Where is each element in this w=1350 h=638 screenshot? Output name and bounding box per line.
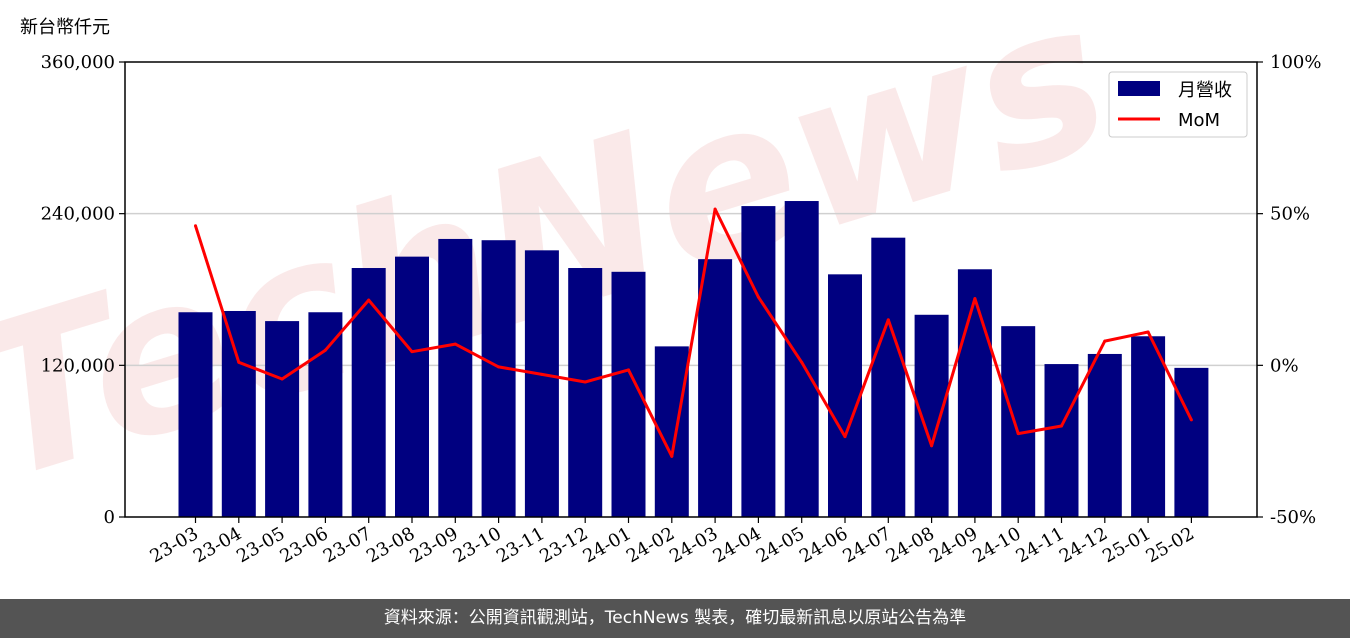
x-tick-label-23-09: 23-09 xyxy=(406,523,461,567)
right-tick-label: 0% xyxy=(1270,355,1299,376)
mom-point-24-04 xyxy=(756,295,760,299)
mom-point-23-07 xyxy=(367,298,371,302)
revenue-bar-23-12 xyxy=(568,268,603,517)
x-tick-label-23-06: 23-06 xyxy=(276,523,331,567)
left-tick-label: 120,000 xyxy=(41,355,115,376)
revenue-bar-23-08 xyxy=(395,256,429,517)
x-tick-label-24-07: 24-07 xyxy=(839,523,894,567)
x-tick-label-23-07: 23-07 xyxy=(320,523,375,567)
x-axis: 23-0323-0423-0523-0623-0723-0823-0923-10… xyxy=(147,517,1198,567)
revenue-bar-23-03 xyxy=(178,312,213,517)
x-tick-label-24-05: 24-05 xyxy=(753,523,808,567)
mom-point-24-01 xyxy=(627,368,630,372)
mom-point-24-09 xyxy=(973,297,977,301)
revenue-bar-23-11 xyxy=(524,250,559,517)
mom-point-23-03 xyxy=(194,224,197,228)
revenue-bar-24-04 xyxy=(741,206,776,518)
x-tick-label-23-10: 23-10 xyxy=(450,523,505,567)
x-tick-label-23-08: 23-08 xyxy=(363,523,418,567)
source-footer: 資料來源：公開資訊觀測站，TechNews 製表，確切最新訊息以原站公告為準 xyxy=(0,599,1350,638)
revenue-bar-23-09 xyxy=(438,238,473,517)
legend: 月營收 MoM xyxy=(1108,71,1248,138)
left-axis: 0 120,000 240,000 360,000 xyxy=(41,52,125,528)
mom-point-24-02 xyxy=(670,454,674,458)
x-tick-label-23-05: 23-05 xyxy=(233,523,288,567)
mom-series-line xyxy=(194,207,1193,458)
x-tick-label-25-02: 25-02 xyxy=(1142,523,1197,567)
left-tick-label: 360,000 xyxy=(41,52,115,73)
x-tick-label-24-03: 24-03 xyxy=(666,523,721,567)
plot-frame xyxy=(124,61,1258,518)
x-tick-label-24-08: 24-08 xyxy=(883,523,938,567)
x-tick-label-23-03: 23-03 xyxy=(147,523,202,567)
x-tick-label-25-01: 25-01 xyxy=(1099,523,1154,567)
mom-point-23-05 xyxy=(280,377,284,381)
revenue-bar-24-08 xyxy=(914,314,949,517)
mom-point-24-12 xyxy=(1103,339,1107,343)
mom-point-23-10 xyxy=(497,365,501,369)
revenue-bar-24-09 xyxy=(957,269,992,517)
revenue-bar-24-10 xyxy=(1001,326,1036,517)
revenue-bar-24-06 xyxy=(828,274,862,517)
mom-point-23-08 xyxy=(410,350,414,354)
right-tick-label: -50% xyxy=(1270,507,1316,528)
revenue-bar-23-06 xyxy=(308,312,343,517)
x-tick-label-23-04: 23-04 xyxy=(190,523,245,567)
revenue-bar-24-05 xyxy=(784,201,819,517)
x-tick-label-23-11: 23-11 xyxy=(493,523,548,567)
x-tick-label-24-09: 24-09 xyxy=(926,523,981,567)
left-tick-label: 240,000 xyxy=(41,204,115,225)
revenue-bar-25-01 xyxy=(1131,336,1166,517)
x-tick-label-24-02: 24-02 xyxy=(623,523,678,567)
revenue-bar-24-07 xyxy=(871,237,906,518)
revenue-bar-25-02 xyxy=(1174,367,1209,517)
mom-point-24-07 xyxy=(886,318,890,322)
mom-point-24-03 xyxy=(713,207,717,211)
mom-point-23-06 xyxy=(323,348,327,352)
right-tick-label: 50% xyxy=(1270,204,1310,225)
x-tick-label-24-06: 24-06 xyxy=(796,523,851,567)
x-tick-label-24-04: 24-04 xyxy=(709,523,764,567)
mom-point-24-05 xyxy=(800,360,804,364)
mom-point-24-06 xyxy=(843,435,847,439)
mom-point-23-09 xyxy=(453,342,457,346)
x-tick-label-24-12: 24-12 xyxy=(1056,523,1111,567)
legend-swatch-revenue xyxy=(1118,81,1160,96)
x-tick-label-24-11: 24-11 xyxy=(1013,523,1068,567)
mom-point-23-04 xyxy=(237,360,241,364)
right-tick-label: 100% xyxy=(1270,52,1321,73)
legend-label-mom: MoM xyxy=(1178,110,1220,131)
mom-point-24-08 xyxy=(930,444,934,448)
revenue-bar-24-11 xyxy=(1044,364,1079,517)
mom-point-24-10 xyxy=(1016,432,1020,436)
mom-point-25-01 xyxy=(1146,330,1150,334)
legend-label-revenue: 月營收 xyxy=(1178,80,1232,101)
revenue-bar-24-12 xyxy=(1087,353,1122,517)
right-axis: -50% 0% 50% 100% xyxy=(1257,52,1321,528)
x-tick-label-23-12: 23-12 xyxy=(536,523,591,567)
mom-point-25-02 xyxy=(1189,418,1193,422)
mom-line xyxy=(194,207,1193,458)
revenue-bar-23-05 xyxy=(265,321,300,517)
revenue-bar-23-10 xyxy=(481,240,516,518)
revenue-bar-23-07 xyxy=(351,268,386,517)
mom-point-23-12 xyxy=(583,380,587,384)
mom-point-23-11 xyxy=(540,372,544,376)
x-tick-label-24-01: 24-01 xyxy=(580,523,635,567)
left-tick-label: 0 xyxy=(104,507,115,528)
y-axis-unit-label: 新台幣仟元 xyxy=(20,17,110,38)
revenue-bar-24-03 xyxy=(698,259,733,517)
x-tick-label-24-10: 24-10 xyxy=(969,523,1024,567)
revenue-bars xyxy=(178,201,1209,518)
revenue-bar-23-04 xyxy=(221,310,256,517)
mom-point-24-11 xyxy=(1060,424,1063,428)
